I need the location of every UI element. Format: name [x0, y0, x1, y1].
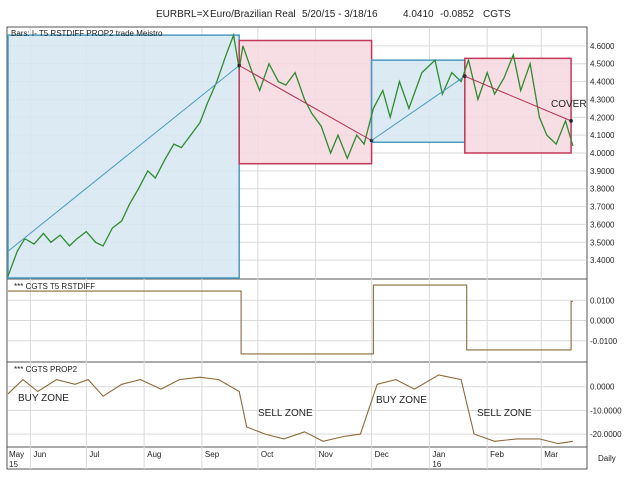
buy-trend-line: [7, 65, 240, 252]
year-label: 15: [9, 460, 18, 469]
trend-pivot-point: [569, 119, 573, 123]
sell-trend-line: [238, 65, 372, 141]
price-ytick-label: 3.5000: [590, 238, 615, 247]
month-label: Jun: [33, 450, 46, 459]
month-label: Dec: [375, 450, 389, 459]
price-ytick-label: 4.0000: [590, 149, 615, 158]
rstdiff-series-line: [8, 284, 573, 355]
month-label: Nov: [319, 450, 333, 459]
series-layer: [7, 32, 574, 445]
price-ytick-label: 4.6000: [590, 42, 615, 51]
rstdiff-ytick-label: -0.0100: [590, 337, 618, 346]
price-ytick-label: 4.1000: [590, 131, 615, 140]
prop2-ytick-label: 0.0000: [590, 383, 615, 392]
price-series-line: [7, 32, 574, 277]
sell-trend-line: [464, 75, 572, 122]
prop2-ytick-label: -10.0000: [590, 406, 622, 415]
rstdiff-ytick-label: 0.0100: [590, 296, 615, 305]
price-ytick-label: 3.7000: [590, 203, 615, 212]
buy-zone-box: [7, 34, 240, 279]
month-label: Mar: [544, 450, 558, 459]
year-label: 16: [432, 460, 441, 469]
price-ytick-label: 3.9000: [590, 167, 615, 176]
price-ytick-label: 4.5000: [590, 60, 615, 69]
month-label: May: [9, 450, 24, 459]
month-label: Jan: [432, 450, 445, 459]
header-symbol: EURBRL=X: [156, 9, 209, 20]
buy-zone-label-2: BUY ZONE: [376, 395, 427, 406]
chart-header: EURBRL=X Euro/Brazilian Real 5/20/15 - 3…: [156, 9, 511, 20]
price-ytick-label: 3.4000: [590, 256, 615, 265]
month-label: Sep: [205, 450, 220, 459]
header-change: -0.0852: [440, 9, 474, 20]
header-tag: CGTS: [483, 9, 511, 20]
prop2-panel-title: *** CGTS PROP2: [14, 365, 78, 374]
timeframe-label: Daily: [598, 454, 616, 463]
cover-annotation: COVER: [551, 99, 587, 110]
month-label: Jul: [89, 450, 99, 459]
prop2-ytick-label: -20.0000: [590, 430, 622, 439]
buy-trend-line: [371, 75, 466, 141]
month-label: Feb: [490, 450, 504, 459]
prop2-series-line: [7, 374, 573, 445]
sell-zone-label-2: SELL ZONE: [477, 408, 532, 419]
rstdiff-ytick-label: 0.0000: [590, 317, 615, 326]
rstdiff-panel-title: *** CGTS T5 RSTDIFF: [14, 282, 95, 291]
price-ytick-label: 4.3000: [590, 95, 615, 104]
header-name: Euro/Brazilian Real: [210, 9, 296, 20]
month-label: Oct: [261, 450, 274, 459]
month-label: Aug: [147, 450, 161, 459]
trend-lines: [7, 63, 573, 252]
buy-zone-label-1: BUY ZONE: [18, 393, 69, 404]
header-last: 4.0410: [403, 9, 434, 20]
price-ytick-label: 3.6000: [590, 220, 615, 229]
sell-zone-label-1: SELL ZONE: [258, 408, 313, 419]
header-range: 5/20/15 - 3/18/16: [302, 9, 378, 20]
time-axis-frame: [6, 446, 588, 470]
price-ytick-label: 4.4000: [590, 78, 615, 87]
price-ytick-label: 4.2000: [590, 113, 615, 122]
price-panel-title: Bars: I- T5 RSTDIFF PROP2 trade Meistro: [11, 29, 163, 38]
price-ytick-label: 3.8000: [590, 185, 615, 194]
